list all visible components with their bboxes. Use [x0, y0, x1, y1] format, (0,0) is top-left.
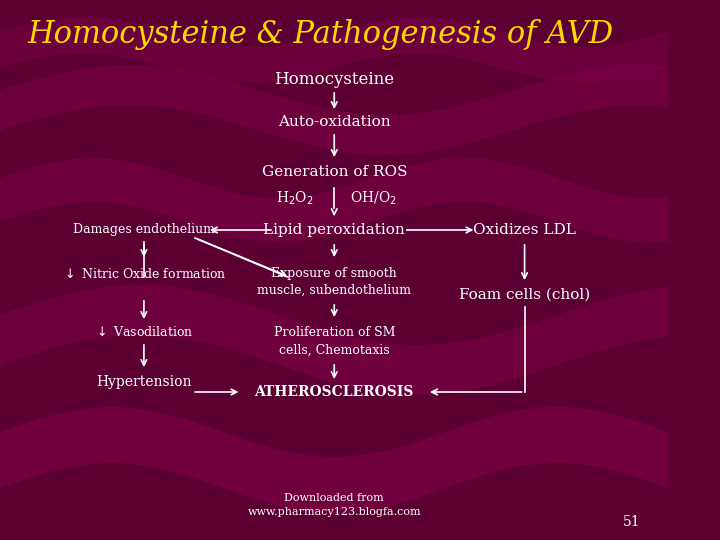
- PathPatch shape: [0, 65, 668, 155]
- PathPatch shape: [0, 158, 668, 242]
- Text: $\downarrow$ Vasodilation: $\downarrow$ Vasodilation: [94, 325, 194, 339]
- PathPatch shape: [0, 285, 668, 395]
- Text: H$_2$O$_2$: H$_2$O$_2$: [276, 190, 314, 207]
- Text: Lipid peroxidation: Lipid peroxidation: [264, 223, 405, 237]
- Text: Hypertension: Hypertension: [96, 375, 192, 389]
- Text: $\downarrow$ Nitric Oxide formation: $\downarrow$ Nitric Oxide formation: [62, 267, 226, 281]
- Text: Homocysteine & Pathogenesis of AVD: Homocysteine & Pathogenesis of AVD: [28, 19, 614, 51]
- Text: Generation of ROS: Generation of ROS: [261, 165, 407, 179]
- Text: cells, Chemotaxis: cells, Chemotaxis: [279, 343, 390, 356]
- Text: ATHEROSCLEROSIS: ATHEROSCLEROSIS: [255, 385, 414, 399]
- Text: Proliferation of SM: Proliferation of SM: [274, 326, 395, 339]
- Text: OH/O$_2$: OH/O$_2$: [350, 190, 397, 207]
- Text: Exposure of smooth: Exposure of smooth: [271, 267, 397, 280]
- Text: Damages endothelium: Damages endothelium: [73, 224, 215, 237]
- Text: Homocysteine: Homocysteine: [274, 71, 395, 89]
- Text: Downloaded from: Downloaded from: [284, 493, 384, 503]
- Text: 51: 51: [623, 515, 641, 529]
- PathPatch shape: [0, 407, 668, 513]
- Text: Auto-oxidation: Auto-oxidation: [278, 115, 390, 129]
- Text: muscle, subendothelium: muscle, subendothelium: [257, 284, 411, 296]
- Text: www.pharmacy123.blogfa.com: www.pharmacy123.blogfa.com: [248, 507, 421, 517]
- Text: Oxidizes LDL: Oxidizes LDL: [473, 223, 576, 237]
- Text: Foam cells (chol): Foam cells (chol): [459, 288, 590, 302]
- PathPatch shape: [0, 17, 668, 83]
